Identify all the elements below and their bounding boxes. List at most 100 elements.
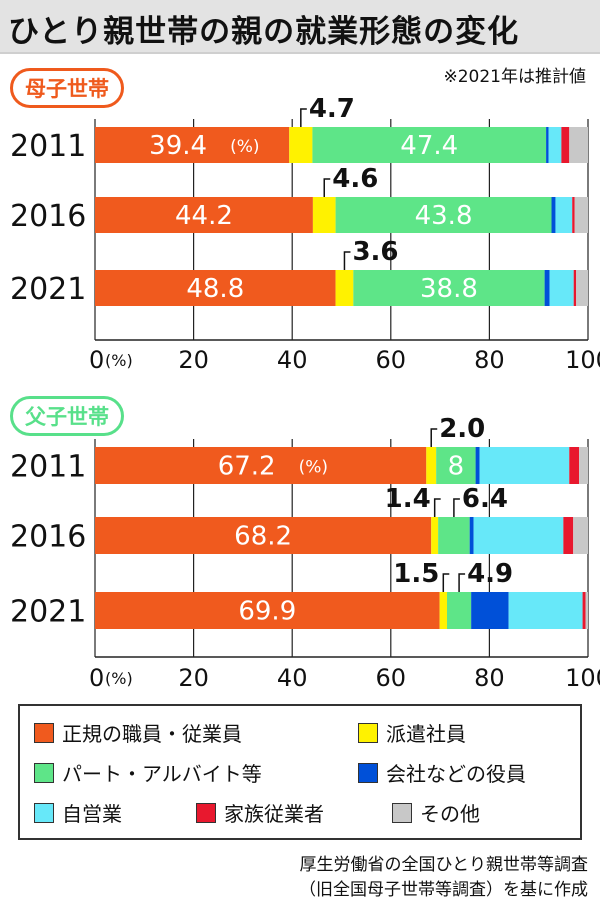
year-label-mother: 2021 [10,272,86,307]
callout-line [300,108,307,127]
bar-segment-father [569,447,580,484]
x-tick-label: 60 [376,346,407,374]
callout-line [433,498,441,517]
bar-segment-father [582,592,586,629]
source-line-1: 厚生労働省の全国ひとり親世帯等調査 [299,855,589,875]
bar-segment-father [431,517,439,554]
callout-line [430,428,438,447]
legend-swatch-executive [358,762,378,783]
bar-value-label: 8 [448,452,465,482]
legend-swatch-selfemployed [34,802,54,823]
x-tick-label: 40 [277,346,308,374]
legend-item-family: 家族従業者 [196,798,324,827]
x-axis-unit: (%) [105,669,133,688]
x-tick-label: 100 [565,664,600,692]
x-tick-label: 20 [178,346,209,374]
bar-segment-father [563,517,574,554]
bar-segment-mother [549,270,574,306]
year-label-father: 2016 [10,520,86,555]
bar-segment-mother [353,270,545,306]
chart-canvas: 2011 39.4 (%) 47.4 4.7 2016 44.2 43.8 4.6 2021 48.… [10,94,600,692]
bar-segment-father [475,447,480,484]
year-label-father: 2021 [10,595,86,630]
bar-segment-father [471,592,509,629]
legend-label: 自営業 [62,802,122,826]
x-tick-label: 80 [474,664,505,692]
legend-item-regular: 正規の職員・従業員 [34,718,242,747]
bar-segment-father [573,517,588,554]
bar-segment-father [447,592,472,629]
bar-segment-mother [335,270,354,306]
bar-value-unit: (%) [299,458,328,478]
legend-swatch-dispatch [358,722,378,743]
bar-segment-mother [572,197,575,233]
bar-segment-mother [95,270,336,306]
title-bar: ひとり親世帯の親の就業形態の変化 [0,0,600,54]
legend-swatch-parttime [34,762,54,783]
callout-value: 4.7 [309,94,355,124]
bar-segment-mother [551,197,556,233]
bar-value-label: 68.2 [234,522,292,552]
legend-swatch-regular [34,722,54,743]
legend-item-dispatch: 派遣社員 [358,718,466,747]
bar-segment-father [439,592,448,629]
bar-segment-mother [95,127,290,163]
bar-segment-father [95,592,440,629]
bar-value-label: 67.2 [218,452,276,482]
legend-item-other: その他 [392,798,480,827]
bar-segment-father [469,517,474,554]
bar-value-label: 69.9 [238,597,296,627]
bar-segment-mother [574,197,588,233]
bar-segment-mother [95,197,313,233]
bar-segment-father [95,447,427,484]
callout-line [323,178,331,197]
bar-value-label: 43.8 [415,201,473,231]
bar-segment-father [436,447,476,484]
callout-value: 4.9 [467,559,513,589]
group-label-mother: 母子世帯 [10,68,124,108]
year-label-father: 2011 [10,450,86,485]
bar-segment-mother [548,127,562,163]
callout-line [453,498,460,517]
legend-label: その他 [420,802,480,826]
estimate-note: ※2021年は推計値 [443,67,586,87]
year-label-mother: 2016 [10,199,86,234]
source-line-2: （旧全国母子世帯等調査）を基に作成 [299,880,588,900]
legend-label: パート・アルバイト等 [62,762,262,786]
bar-segment-mother [312,127,547,163]
x-tick-label: 20 [178,664,209,692]
callout-value: 4.6 [332,164,378,194]
legend-label: 家族従業者 [224,802,324,826]
legend-label: 会社などの役員 [386,762,526,786]
bar-value-label: 47.4 [400,131,458,161]
x-tick-label: 100 [565,346,600,374]
callout-value: 2.0 [439,414,485,444]
bar-segment-mother [312,197,336,233]
bar-value-label: 38.8 [420,274,478,304]
legend-label: 派遣社員 [386,722,466,746]
x-tick-label: 60 [376,664,407,692]
callout-line [343,251,351,270]
callout-value: 3.6 [352,237,398,267]
callout-line [442,573,450,592]
callout-value: 1.5 [393,559,439,589]
x-tick-label: 0 [89,664,104,692]
group-label-father: 父子世帯 [10,396,124,436]
legend: 正規の職員・従業員 派遣社員 パート・アルバイト等 会社などの役員 自営業 家族… [18,704,582,840]
x-axis-unit: (%) [105,351,133,370]
legend-swatch-other [392,802,412,823]
bar-segment-mother [555,197,573,233]
bar-segment-mother [544,270,550,306]
bar-value-label: 48.8 [186,274,244,304]
bar-segment-mother [546,127,549,163]
bar-value-unit: (%) [230,137,259,157]
chart-title: ひとり親世帯の親の就業形態の変化 [8,14,520,50]
legend-item-executive: 会社などの役員 [358,758,526,787]
bar-segment-mother [576,270,588,306]
callout-value: 6.4 [462,484,508,514]
callout-line [458,573,466,592]
legend-label: 正規の職員・従業員 [62,722,242,746]
x-tick-label: 0 [89,346,104,374]
bar-segment-mother [569,127,588,163]
bar-segment-mother [335,197,552,233]
